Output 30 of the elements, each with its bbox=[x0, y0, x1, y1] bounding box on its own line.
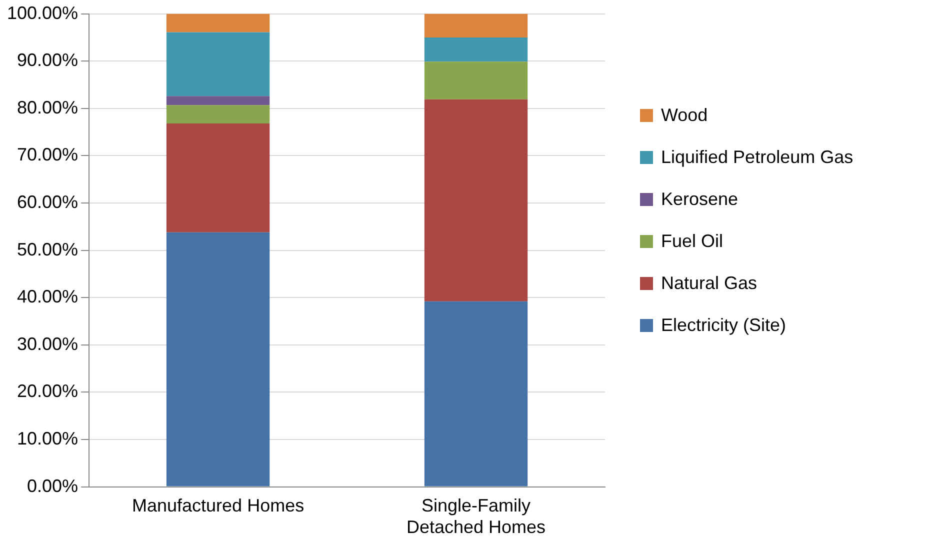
legend-label: Kerosene bbox=[661, 188, 738, 210]
y-tick-label: 100.00% bbox=[6, 2, 78, 23]
bar bbox=[166, 105, 270, 124]
legend-label: Electricity (Site) bbox=[661, 314, 786, 336]
bar bbox=[166, 232, 270, 486]
y-tick-label: 90.00% bbox=[16, 50, 78, 70]
bar bbox=[424, 37, 528, 62]
x-tick-label: Manufactured Homes bbox=[132, 496, 304, 516]
bar bbox=[166, 96, 270, 106]
y-tick-label: 50.00% bbox=[16, 239, 78, 260]
y-tick-label: 60.00% bbox=[16, 192, 78, 212]
legend-label: Liquified Petroleum Gas bbox=[661, 146, 854, 168]
y-tick-label: 0.00% bbox=[27, 476, 78, 496]
x-tick-label: Single-Family Detached Homes bbox=[406, 496, 546, 538]
bar bbox=[166, 14, 270, 32]
bar bbox=[424, 301, 528, 486]
bar bbox=[424, 99, 528, 302]
legend-label: Natural Gas bbox=[661, 272, 758, 294]
y-tick-label: 40.00% bbox=[16, 286, 78, 307]
bar bbox=[424, 14, 528, 38]
bar bbox=[424, 62, 528, 100]
legend-label: Fuel Oil bbox=[661, 230, 724, 252]
y-tick-label: 70.00% bbox=[16, 144, 78, 165]
bar bbox=[166, 124, 270, 232]
y-tick-label: 30.00% bbox=[16, 334, 78, 354]
y-tick-label: 80.00% bbox=[16, 97, 78, 118]
bar bbox=[166, 32, 270, 96]
y-tick-label: 20.00% bbox=[16, 381, 78, 402]
legend-label: Wood bbox=[661, 104, 708, 126]
y-tick-label: 10.00% bbox=[16, 428, 78, 448]
